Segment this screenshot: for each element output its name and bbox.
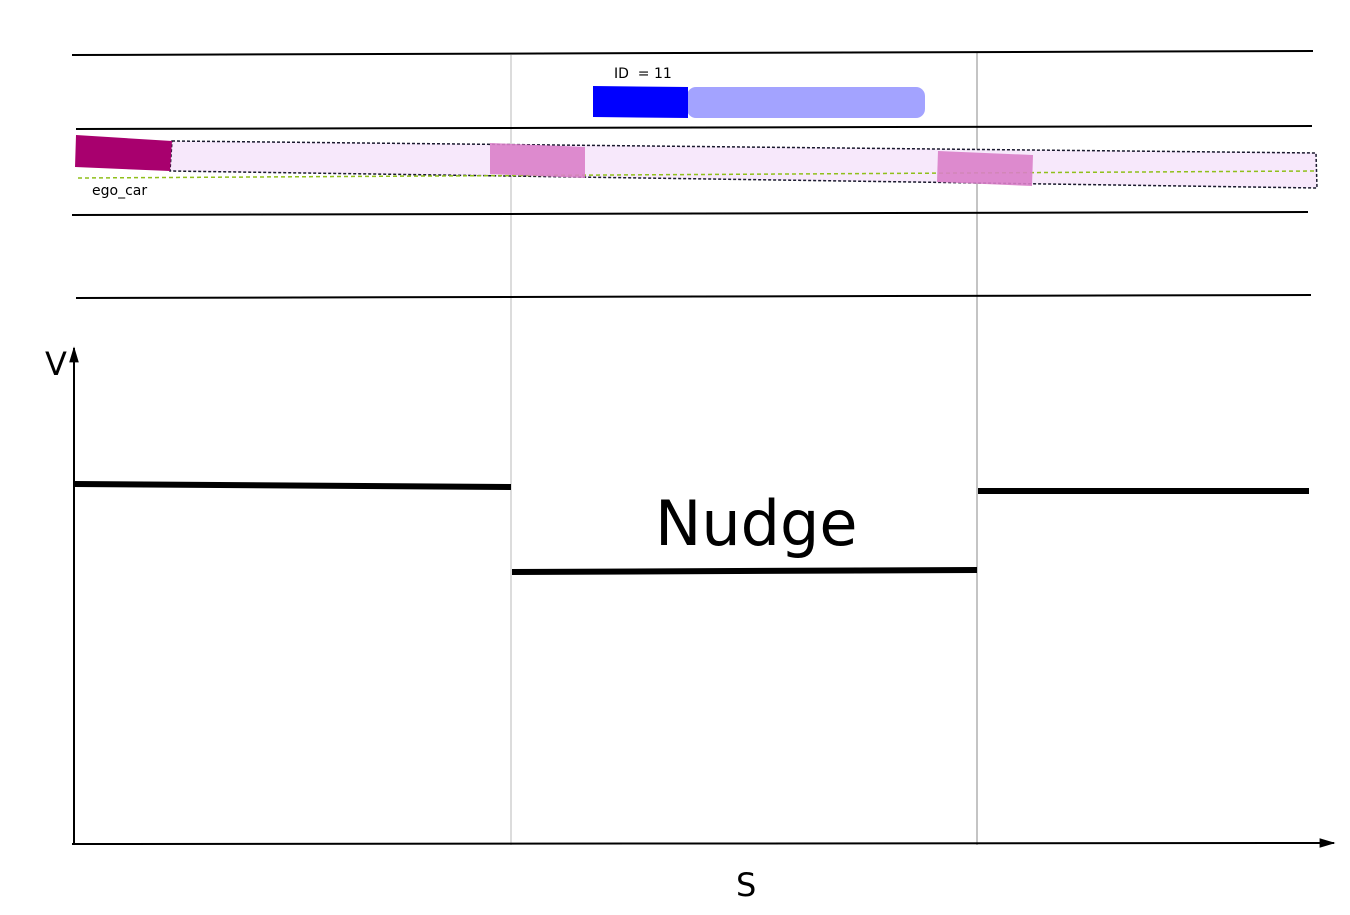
y-axis-label: V bbox=[45, 345, 67, 383]
reference-line bbox=[77, 170, 1317, 179]
lane-line-1 bbox=[71, 50, 1314, 56]
ego-car bbox=[75, 135, 172, 171]
nudge-region-label: Nudge bbox=[655, 487, 858, 560]
ego-future-pose bbox=[490, 143, 585, 178]
x-axis bbox=[71, 838, 1336, 848]
x-axis-label: S bbox=[736, 866, 756, 904]
obstacle-box bbox=[593, 86, 688, 118]
speed-segment-before bbox=[74, 481, 512, 490]
lane-lines bbox=[71, 50, 1314, 299]
ego-future-pose bbox=[937, 151, 1033, 186]
speed-segment-nudge bbox=[511, 567, 978, 575]
ego-car-label: ego_car bbox=[92, 183, 147, 199]
speed-profile bbox=[74, 481, 1309, 575]
obstacle-id-label: ID = 11 bbox=[614, 66, 672, 82]
lane-line-4 bbox=[75, 294, 1312, 299]
lane-line-3 bbox=[71, 211, 1309, 216]
lane-line-2 bbox=[75, 125, 1313, 130]
obstacle-prediction bbox=[687, 87, 925, 118]
ego-trajectory-corridor bbox=[169, 140, 1318, 189]
